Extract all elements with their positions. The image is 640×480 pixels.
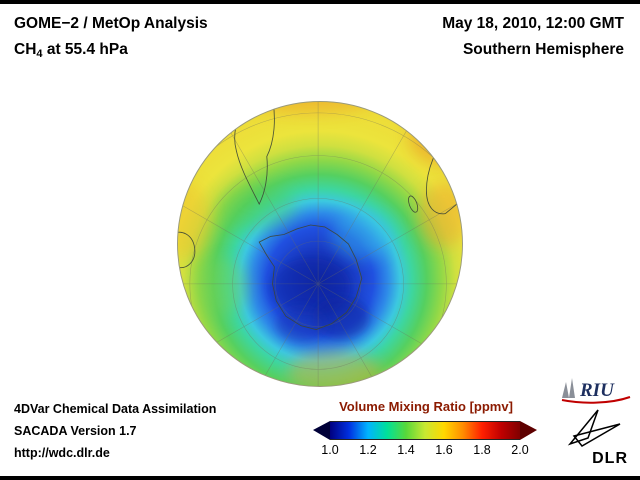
graticule — [177, 101, 463, 387]
species-level-label: CH4 at 55.4 hPa — [14, 41, 128, 60]
footer-credits: 4DVar Chemical Data Assimilation SACADA … — [14, 398, 216, 464]
tick-1.6: 1.6 — [435, 443, 453, 457]
riu-logo: RIU — [558, 376, 634, 404]
globe-map — [168, 92, 472, 396]
colorbar-tick-labels: 1.0 1.2 1.4 1.6 1.8 2.0 — [0, 443, 640, 459]
tick-1.8: 1.8 — [473, 443, 491, 457]
header-right: May 18, 2010, 12:00 GMT Southern Hemisph… — [442, 11, 624, 63]
tick-2.0: 2.0 — [511, 443, 529, 457]
datetime-label: May 18, 2010, 12:00 GMT — [442, 15, 624, 32]
hemisphere-label: Southern Hemisphere — [462, 41, 624, 58]
tick-1.4: 1.4 — [397, 443, 415, 457]
species-subscript: 4 — [36, 48, 43, 60]
version-label: SACADA Version 1.7 — [14, 424, 137, 438]
header-left: GOME−2 / MetOp Analysis CH4 at 55.4 hPa — [14, 11, 208, 67]
riu-cathedral-icon — [562, 378, 575, 398]
tick-1.0: 1.0 — [321, 443, 339, 457]
coast-antarctica — [258, 224, 363, 330]
bottom-border — [0, 476, 640, 480]
coast-australia — [177, 231, 196, 269]
globe-disk — [177, 101, 463, 387]
top-border — [0, 0, 640, 4]
colorbar-arrow-left — [313, 421, 330, 440]
analysis-title: GOME−2 / MetOp Analysis — [14, 15, 208, 32]
coast-madagascar — [408, 195, 419, 213]
dlr-logo-text: DLR — [592, 450, 628, 467]
riu-swoosh — [561, 396, 631, 404]
url-label: http://wdc.dlr.de — [14, 446, 110, 460]
colorbar-title: Volume Mixing Ratio [ppmv] — [339, 399, 513, 414]
dlr-logo: DLR — [560, 406, 636, 468]
coast-south-america — [234, 101, 275, 206]
riu-logo-text: RIU — [579, 380, 615, 401]
tick-1.2: 1.2 — [359, 443, 377, 457]
assimilation-label: 4DVar Chemical Data Assimilation — [14, 402, 217, 416]
colorbar-gradient — [330, 421, 520, 440]
colorbar-arrow-right — [520, 421, 537, 440]
dlr-bird-icon — [567, 409, 621, 447]
globe-svg — [177, 101, 463, 387]
globe-rim — [177, 101, 463, 387]
riu-logo-svg: RIU — [561, 378, 631, 404]
